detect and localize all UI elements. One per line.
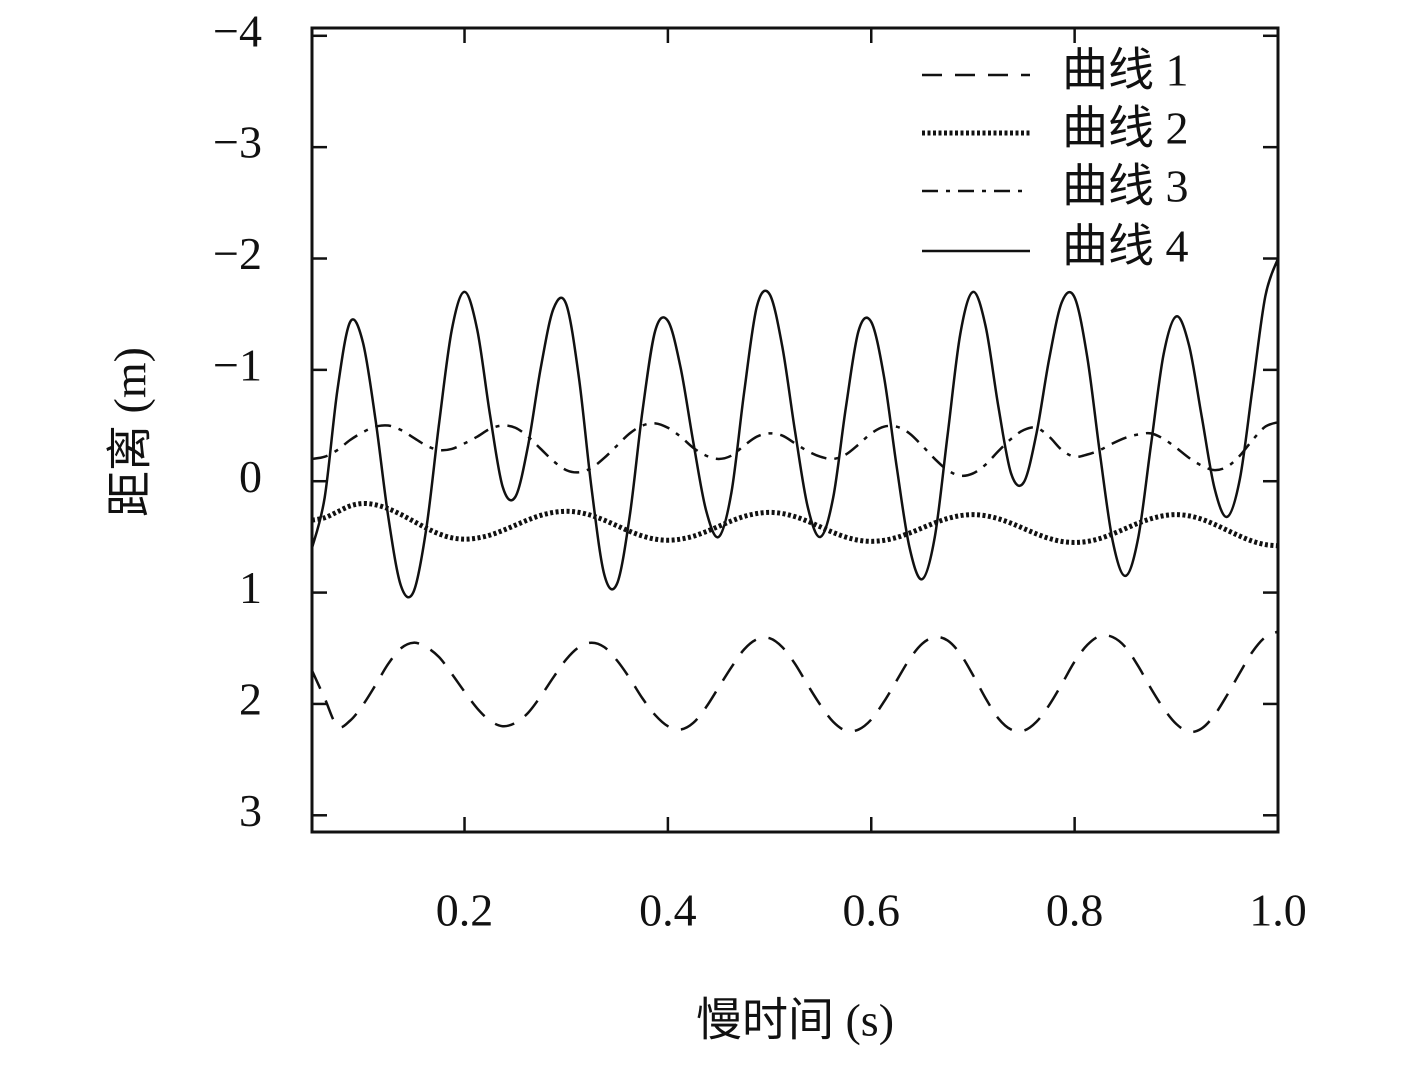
y-tick-label: 0 [239,451,262,502]
x-tick-label: 0.6 [843,885,901,936]
series-line [310,258,1280,599]
x-tick-label: 0.8 [1046,885,1104,936]
y-tick-label: 3 [239,785,262,836]
y-tick-label: 1 [239,562,262,613]
x-tick-label: 0.4 [639,885,697,936]
series-line [310,630,1279,734]
legend-label: 曲线 3 [1062,161,1189,212]
x-tick-label: 1.0 [1249,885,1307,936]
y-tick-label: −4 [213,5,262,56]
legend-label: 曲线 2 [1062,103,1189,154]
x-tick-label: 0.2 [436,885,494,936]
y-tick-label: −3 [213,117,262,168]
y-tick-label: −1 [213,339,262,390]
y-axis-label: 距离 (m) [105,347,156,517]
plot-frame [310,26,1280,834]
series-line [311,421,1279,478]
y-tick-label: 2 [239,674,262,725]
x-axis-label: 慢时间 (s) [696,995,894,1046]
legend-label: 曲线 1 [1062,45,1189,96]
series-line [311,500,1279,549]
y-tick-label: −2 [213,228,262,279]
legend-label: 曲线 4 [1062,221,1189,272]
